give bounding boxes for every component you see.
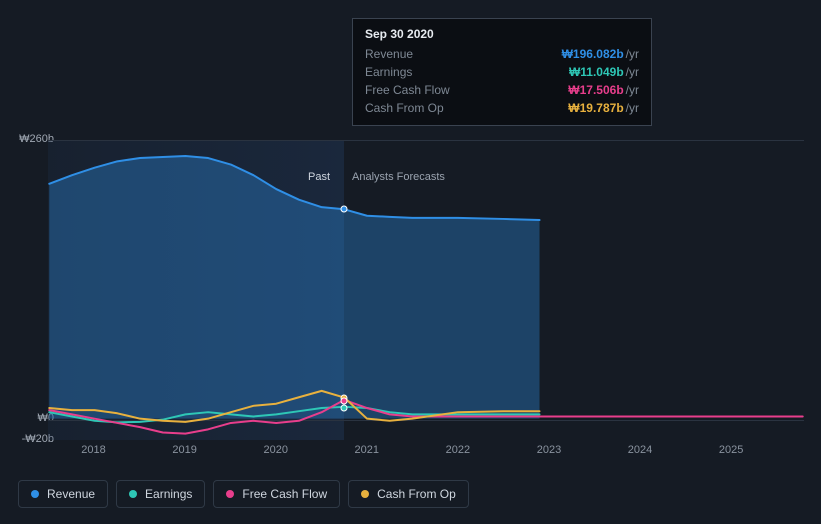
x-axis: 2018 2019 2020 2021 2022 2023 2024 2025 <box>48 440 804 460</box>
x-tick-label: 2025 <box>719 444 743 456</box>
legend-item-cfo[interactable]: Cash From Op <box>348 480 469 508</box>
tooltip-row: Free Cash Flow ₩17.506b/yr <box>365 81 639 99</box>
x-tick-label: 2023 <box>537 444 561 456</box>
series-lines <box>48 141 804 440</box>
x-tick-label: 2022 <box>446 444 470 456</box>
tooltip-row-label: Revenue <box>365 45 413 63</box>
tooltip-row: Revenue ₩196.082b/yr <box>365 45 639 63</box>
x-tick-label: 2019 <box>172 444 196 456</box>
tooltip: Sep 30 2020 Revenue ₩196.082b/yr Earnings ₩… <box>352 18 652 126</box>
legend-dot-icon <box>31 490 39 498</box>
tooltip-row-label: Earnings <box>365 63 412 81</box>
x-tick-label: 2021 <box>355 444 379 456</box>
area-revenue <box>49 156 539 419</box>
financial-chart: ₩260b₩0-₩20b Past Analysts Forecasts 201… <box>18 120 804 460</box>
legend-dot-icon <box>361 490 369 498</box>
x-tick-label: 2020 <box>263 444 287 456</box>
forecast-label: Analysts Forecasts <box>352 171 445 183</box>
tooltip-row-value: ₩196.082b/yr <box>562 45 639 63</box>
x-tick-label: 2018 <box>81 444 105 456</box>
legend-dot-icon <box>129 490 137 498</box>
tooltip-date: Sep 30 2020 <box>365 27 639 41</box>
tooltip-row: Cash From Op ₩19.787b/yr <box>365 99 639 117</box>
legend-label: Free Cash Flow <box>242 487 327 501</box>
legend-label: Earnings <box>145 487 192 501</box>
tooltip-row-value: ₩19.787b/yr <box>568 99 639 117</box>
past-label: Past <box>308 171 330 183</box>
tooltip-row-label: Cash From Op <box>365 99 444 117</box>
legend-label: Cash From Op <box>377 487 456 501</box>
legend-item-revenue[interactable]: Revenue <box>18 480 108 508</box>
legend-item-fcf[interactable]: Free Cash Flow <box>213 480 340 508</box>
legend-dot-icon <box>226 490 234 498</box>
tooltip-row-label: Free Cash Flow <box>365 81 450 99</box>
x-tick-label: 2024 <box>628 444 652 456</box>
tooltip-row: Earnings ₩11.049b/yr <box>365 63 639 81</box>
legend-label: Revenue <box>47 487 95 501</box>
legend-item-earnings[interactable]: Earnings <box>116 480 205 508</box>
tooltip-row-value: ₩11.049b/yr <box>569 63 639 81</box>
plot-area[interactable]: Past Analysts Forecasts <box>48 140 804 440</box>
tooltip-row-value: ₩17.506b/yr <box>568 81 639 99</box>
marker <box>341 206 348 213</box>
legend: Revenue Earnings Free Cash Flow Cash From O… <box>18 480 469 508</box>
marker <box>341 404 348 411</box>
